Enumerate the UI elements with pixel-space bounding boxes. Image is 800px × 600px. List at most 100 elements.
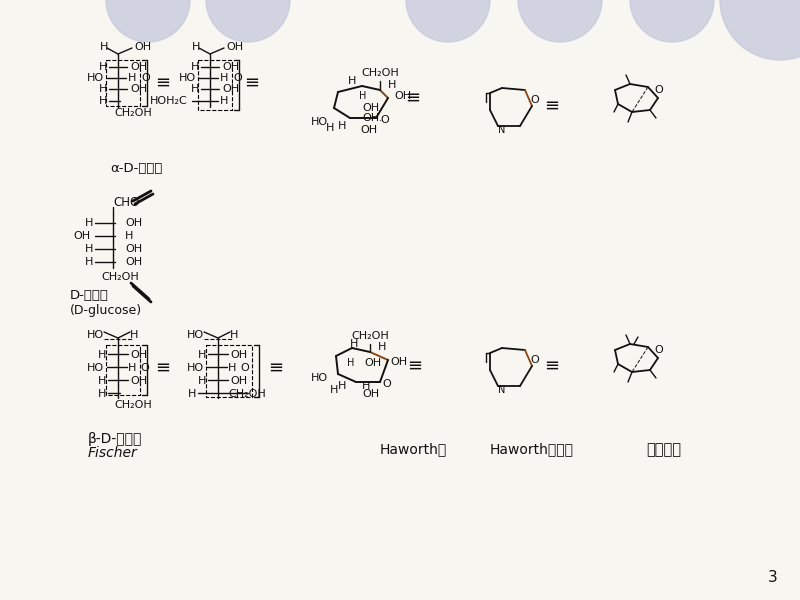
Text: H: H — [98, 62, 107, 72]
Text: N: N — [498, 385, 506, 395]
Text: H: H — [220, 73, 228, 83]
Text: OH: OH — [130, 350, 147, 360]
Text: O: O — [380, 115, 389, 125]
Text: N: N — [498, 125, 506, 135]
Text: HO: HO — [87, 330, 104, 340]
Text: H: H — [378, 342, 386, 352]
Text: H: H — [228, 363, 236, 373]
Text: OH: OH — [134, 42, 151, 52]
Text: H: H — [338, 121, 346, 131]
Text: O: O — [140, 363, 149, 373]
Text: Fischer: Fischer — [88, 446, 138, 460]
Text: H: H — [188, 389, 196, 399]
Text: HO: HO — [187, 330, 204, 340]
Text: CH₂OH: CH₂OH — [361, 68, 399, 78]
Text: Haworth略简式: Haworth略简式 — [490, 442, 574, 456]
Text: (D-glucose): (D-glucose) — [70, 304, 142, 317]
Text: H: H — [130, 330, 138, 340]
Text: OH.: OH. — [362, 113, 382, 123]
Text: OH: OH — [130, 84, 147, 94]
Text: H: H — [98, 96, 107, 106]
Text: H: H — [358, 91, 366, 101]
Text: H: H — [192, 42, 200, 52]
Text: CHO: CHO — [113, 196, 139, 209]
Text: ≡: ≡ — [545, 357, 559, 375]
Text: O: O — [240, 363, 249, 373]
Text: HO: HO — [311, 117, 328, 127]
Text: HO: HO — [87, 363, 104, 373]
Text: H: H — [98, 389, 106, 399]
Text: O: O — [654, 345, 662, 355]
Text: CH₂OH: CH₂OH — [351, 331, 389, 341]
Text: OH: OH — [360, 125, 377, 135]
Text: Haworth式: Haworth式 — [380, 442, 447, 456]
Text: H: H — [190, 62, 199, 72]
Text: H: H — [346, 358, 354, 368]
Text: OH: OH — [74, 231, 91, 241]
Text: H: H — [350, 339, 358, 349]
Text: H: H — [98, 84, 107, 94]
Text: H: H — [190, 84, 199, 94]
Text: ≡: ≡ — [155, 359, 170, 377]
Text: ≡: ≡ — [407, 357, 422, 375]
Text: CH₂OH: CH₂OH — [114, 108, 152, 118]
Text: H: H — [98, 350, 106, 360]
Text: HOH₂C: HOH₂C — [150, 96, 188, 106]
Text: OH: OH — [226, 42, 243, 52]
Text: OH: OH — [130, 376, 147, 386]
Text: O: O — [141, 73, 150, 83]
Text: OH: OH — [222, 62, 239, 72]
Text: ≡: ≡ — [269, 359, 283, 377]
Text: D-葡萄糖: D-葡萄糖 — [70, 289, 109, 302]
Text: CH₂OH: CH₂OH — [114, 400, 152, 410]
Text: H: H — [85, 244, 93, 254]
Text: CH₂OH: CH₂OH — [101, 272, 138, 282]
Text: O: O — [530, 95, 538, 105]
Text: H: H — [125, 231, 134, 241]
Text: OH: OH — [394, 91, 411, 101]
Text: α-D-葡萄糖: α-D-葡萄糖 — [110, 161, 162, 175]
Text: ≡: ≡ — [545, 97, 559, 115]
Text: OH: OH — [222, 84, 239, 94]
Text: ≡: ≡ — [155, 74, 170, 92]
Circle shape — [518, 0, 602, 42]
Text: O: O — [233, 73, 242, 83]
Text: H: H — [100, 42, 108, 52]
Text: OH: OH — [230, 376, 247, 386]
Text: H: H — [98, 376, 106, 386]
Text: HO: HO — [311, 373, 328, 383]
Circle shape — [106, 0, 190, 42]
Text: O: O — [530, 355, 538, 365]
Text: HO: HO — [187, 363, 204, 373]
Circle shape — [406, 0, 490, 42]
Text: β-D-葡萄糖: β-D-葡萄糖 — [88, 432, 142, 446]
Text: OH: OH — [362, 389, 379, 399]
Text: H: H — [338, 381, 346, 391]
Circle shape — [630, 0, 714, 42]
Text: H: H — [85, 257, 93, 267]
Text: OH: OH — [125, 218, 142, 228]
Text: OH: OH — [390, 357, 407, 367]
Text: H: H — [348, 76, 356, 86]
Text: 椅式构象: 椅式构象 — [646, 442, 681, 457]
Circle shape — [720, 0, 800, 60]
Text: H: H — [85, 218, 93, 228]
Text: OH: OH — [125, 257, 142, 267]
Text: OH: OH — [230, 350, 247, 360]
Text: H: H — [198, 350, 206, 360]
Text: OH: OH — [362, 103, 379, 113]
Text: OH: OH — [364, 358, 381, 368]
Circle shape — [206, 0, 290, 42]
Text: H: H — [326, 123, 334, 133]
Text: H: H — [220, 96, 228, 106]
Text: O: O — [654, 85, 662, 95]
Text: ≡: ≡ — [245, 74, 259, 92]
Text: OH: OH — [130, 62, 147, 72]
Text: HO: HO — [179, 73, 196, 83]
Text: CH₂OH: CH₂OH — [228, 389, 266, 399]
Text: ≡: ≡ — [406, 89, 421, 107]
Text: 3: 3 — [768, 571, 778, 586]
Text: H: H — [330, 385, 338, 395]
Text: H: H — [128, 363, 136, 373]
Text: H: H — [230, 330, 238, 340]
